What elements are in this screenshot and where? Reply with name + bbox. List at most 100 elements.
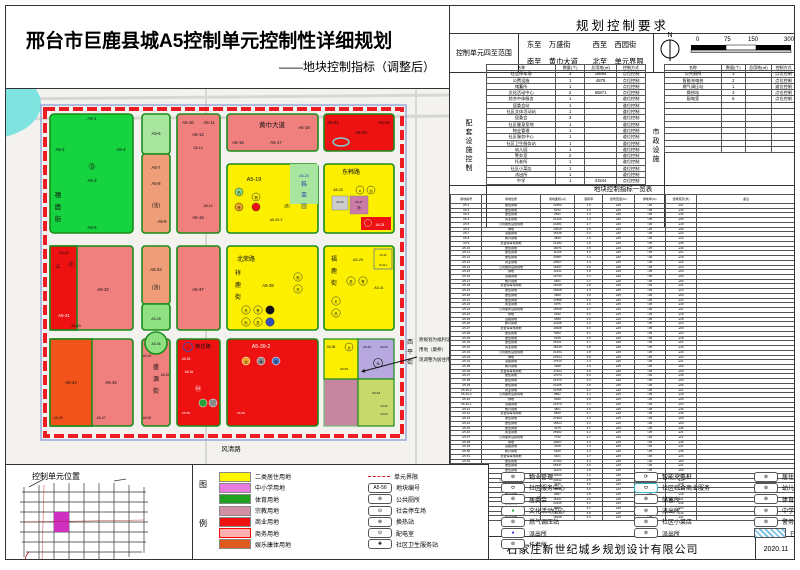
svg-text:A5-62: A5-62: [380, 404, 388, 408]
svg-text:东韩路: 东韩路: [342, 168, 360, 176]
svg-text:A5-28: A5-28: [376, 223, 385, 227]
svg-text:A5-3: A5-3: [87, 178, 97, 183]
svg-text:A5-64: A5-64: [380, 412, 388, 416]
svg-text:A5-25: A5-25: [333, 188, 343, 192]
svg-text:300m: 300m: [784, 37, 795, 43]
svg-text:福: 福: [331, 255, 337, 263]
svg-text:A5-56: A5-56: [237, 411, 246, 415]
svg-text:A5-46: A5-46: [105, 380, 117, 385]
svg-text:A5-54: A5-54: [185, 370, 194, 374]
svg-text:原规划为福利设施: 原规划为福利设施: [419, 336, 449, 343]
svg-text:西: 西: [407, 339, 413, 346]
svg-text:A5-37: A5-37: [192, 287, 204, 292]
svg-text:A5-32: A5-32: [97, 287, 109, 292]
svg-text:荣: 荣: [301, 191, 307, 199]
svg-text:A5-19: A5-19: [247, 177, 262, 183]
svg-text:75: 75: [724, 37, 731, 43]
svg-text:(居): (居): [284, 203, 289, 208]
svg-text:A5-39-2: A5-39-2: [252, 344, 271, 350]
svg-text:A5-60: A5-60: [363, 345, 372, 349]
svg-text:物: 物: [254, 195, 258, 200]
svg-text:A5-29: A5-29: [353, 258, 363, 262]
svg-text:A5-63: A5-63: [372, 391, 381, 395]
svg-text:A5-49: A5-49: [143, 354, 152, 358]
svg-text:(活): (活): [152, 284, 161, 291]
svg-text:A5-30: A5-30: [59, 251, 69, 255]
svg-text:街: 街: [55, 214, 62, 223]
svg-text:A5-13: A5-13: [193, 146, 202, 150]
svg-text:A5-15: A5-15: [192, 215, 204, 220]
svg-text:A5-18: A5-18: [298, 125, 310, 130]
svg-text:A5-31: A5-31: [58, 313, 70, 318]
svg-text:A5-6: A5-6: [151, 131, 161, 136]
svg-text:A5-53: A5-53: [182, 357, 191, 361]
svg-text:A5-12: A5-12: [192, 132, 204, 137]
svg-text:A5-5: A5-5: [87, 225, 97, 230]
svg-text:N: N: [667, 32, 672, 39]
svg-text:幼: 幼: [348, 346, 351, 350]
svg-text:△: △: [56, 263, 61, 269]
svg-text:现调整为居住用地: 现调整为居住用地: [419, 356, 449, 363]
svg-text:A5-47: A5-47: [96, 416, 105, 420]
svg-text:鹿: 鹿: [331, 267, 337, 275]
svg-text:A5-38: A5-38: [262, 283, 274, 288]
svg-text:厕: 厕: [296, 276, 299, 280]
svg-text:A5-59: A5-59: [340, 367, 349, 371]
svg-text:平: 平: [407, 349, 413, 356]
svg-text:A5-58: A5-58: [327, 345, 336, 349]
svg-text:祥: 祥: [235, 269, 241, 277]
svg-text:物: 物: [259, 359, 262, 364]
svg-text:A5-21: A5-21: [327, 120, 339, 125]
svg-text:A5-51: A5-51: [161, 373, 170, 377]
svg-text:A5-2: A5-2: [55, 147, 65, 152]
svg-text:幼: 幼: [244, 359, 247, 364]
svg-text:A5-44: A5-44: [65, 380, 77, 385]
svg-text:A5-39-3: A5-39-3: [270, 218, 283, 222]
svg-text:0: 0: [696, 37, 700, 43]
svg-text:A5-40-1: A5-40-1: [379, 264, 388, 267]
svg-text:A5-17: A5-17: [270, 140, 282, 145]
svg-text:鹿: 鹿: [55, 202, 62, 211]
svg-text:鹿: 鹿: [235, 281, 241, 289]
svg-text:A5-11: A5-11: [203, 120, 215, 125]
svg-text:A5-61: A5-61: [380, 345, 389, 349]
svg-text:★: ★: [359, 189, 362, 193]
svg-text:A5-34: A5-34: [150, 267, 162, 272]
svg-text:用地（康养）: 用地（康养）: [419, 346, 446, 353]
svg-text:A5-26: A5-26: [336, 200, 344, 204]
svg-text:A5-10: A5-10: [182, 120, 194, 125]
svg-text:A5-33: A5-33: [71, 324, 81, 328]
svg-text:A5-40: A5-40: [380, 253, 387, 257]
svg-text:风清路: 风清路: [221, 444, 241, 453]
svg-text:A5-41: A5-41: [374, 286, 384, 290]
svg-text:A5-4: A5-4: [116, 147, 126, 152]
svg-text:盛: 盛: [153, 363, 159, 371]
svg-text:柴庄路: 柴庄路: [195, 342, 211, 350]
svg-text:禧: 禧: [55, 190, 62, 199]
svg-text:韩: 韩: [301, 180, 307, 188]
svg-text:A5-24: A5-24: [378, 120, 390, 125]
svg-text:A5-14: A5-14: [203, 204, 212, 208]
svg-text:⊕: ⊕: [376, 361, 379, 366]
svg-text:150: 150: [748, 37, 759, 43]
svg-text:居: 居: [274, 359, 277, 364]
svg-text:Ⓜ: Ⓜ: [195, 385, 201, 393]
svg-text:Ⓟ: Ⓟ: [68, 261, 74, 269]
svg-text:A5-8: A5-8: [151, 181, 161, 186]
svg-text:A5-36: A5-36: [151, 342, 160, 346]
svg-text:A5-16: A5-16: [232, 140, 244, 145]
svg-text:热: 热: [237, 190, 241, 195]
svg-text:居: 居: [349, 279, 352, 284]
svg-text:A5-43: A5-43: [53, 416, 62, 420]
svg-text:Ⓓ: Ⓓ: [89, 163, 96, 171]
svg-text:街: 街: [235, 293, 241, 301]
svg-text:黄巾大道: 黄巾大道: [259, 120, 286, 129]
svg-text:源: 源: [153, 375, 159, 383]
svg-text:A5-50: A5-50: [143, 416, 152, 420]
svg-text:A5-20: A5-20: [299, 174, 309, 178]
svg-text:A5-27: A5-27: [355, 200, 363, 204]
svg-text:街: 街: [331, 279, 337, 287]
svg-text:A5-9: A5-9: [157, 219, 167, 224]
svg-text:街: 街: [153, 387, 159, 395]
svg-text:A5-23: A5-23: [355, 130, 367, 135]
